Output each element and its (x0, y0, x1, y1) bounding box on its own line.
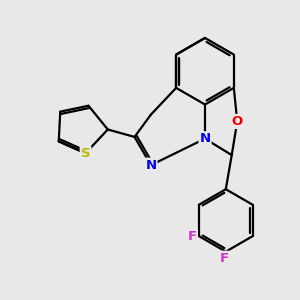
Text: S: S (81, 147, 90, 160)
Text: N: N (200, 132, 211, 145)
Text: F: F (188, 230, 197, 242)
Text: F: F (220, 252, 229, 265)
Text: N: N (145, 159, 157, 172)
Text: O: O (232, 115, 243, 128)
